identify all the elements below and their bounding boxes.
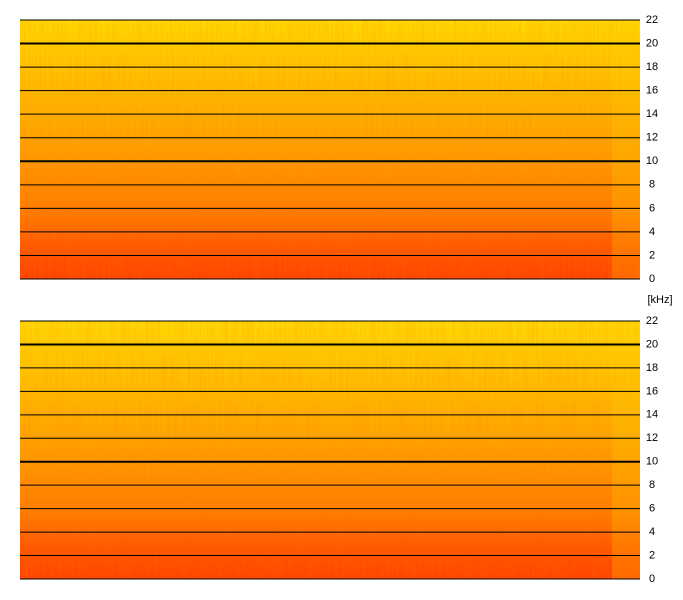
y-tick-label: 0: [649, 573, 655, 585]
y-tick-label: 22: [646, 14, 658, 26]
y-tick-label: 18: [646, 61, 658, 73]
y-tick-label: 2: [649, 249, 655, 261]
y-tick-label: 4: [649, 526, 655, 538]
y-tick-label: 20: [646, 338, 658, 350]
y-tick-label: 4: [649, 226, 655, 238]
y-tick-label: 8: [649, 179, 655, 191]
y-tick-label: 8: [649, 479, 655, 491]
y-tick-label: 12: [646, 432, 658, 444]
y-tick-label: 0: [649, 273, 655, 285]
y-tick-label: 10: [646, 456, 658, 468]
spectrogram-tail: [612, 321, 640, 579]
y-tick-label: 18: [646, 362, 658, 374]
y-tick-label: 12: [646, 132, 658, 144]
y-tick-label: 14: [646, 409, 658, 421]
y-tick-label: 14: [646, 108, 658, 120]
spectrogram-noise: [20, 321, 640, 579]
y-tick-label: 16: [646, 85, 658, 97]
y-axis-unit: [kHz]: [647, 294, 672, 306]
y-tick-label: 10: [646, 155, 658, 167]
y-tick-label: 2: [649, 549, 655, 561]
y-tick-label: 22: [646, 315, 658, 327]
spectrogram-noise: [20, 20, 640, 279]
spectrogram-tail: [612, 20, 640, 279]
y-tick-label: 16: [646, 385, 658, 397]
y-tick-label: 6: [649, 202, 655, 214]
y-tick-label: 20: [646, 37, 658, 49]
y-tick-label: 6: [649, 503, 655, 515]
